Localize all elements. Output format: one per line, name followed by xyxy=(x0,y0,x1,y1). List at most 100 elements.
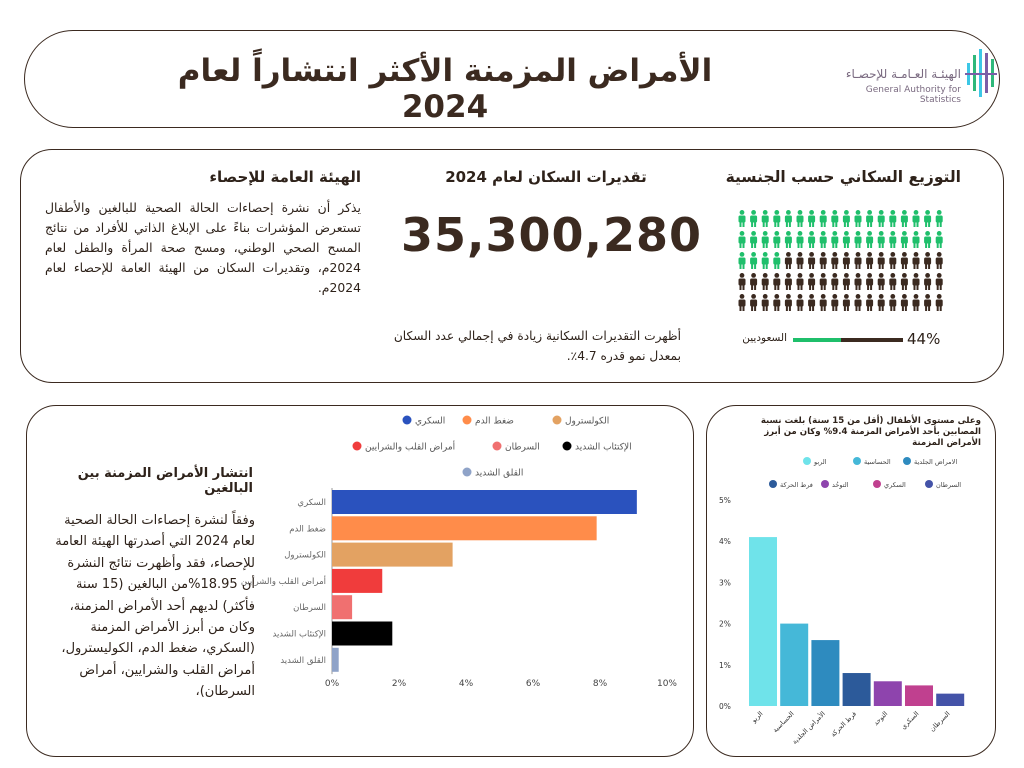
category-label: الكولسترول xyxy=(284,551,326,561)
legend-swatch xyxy=(352,441,362,451)
legend-swatch xyxy=(903,457,911,465)
y-tick-label: 5% xyxy=(719,496,731,505)
person-icon xyxy=(935,231,943,248)
person-icon xyxy=(796,252,804,269)
category-label: القلق الشديد xyxy=(280,656,326,666)
person-icon xyxy=(866,210,874,227)
legend-swatch xyxy=(462,415,472,425)
person-icon xyxy=(738,210,746,227)
person-icon xyxy=(750,252,758,269)
logo-english-text: General Authority for Statistics xyxy=(865,85,961,105)
person-icon xyxy=(877,231,885,248)
x-tick-label: 8% xyxy=(593,679,608,689)
person-icon xyxy=(831,273,839,290)
y-tick-label: 2% xyxy=(719,620,731,629)
person-icon xyxy=(738,231,746,248)
person-icon xyxy=(877,294,885,311)
person-icon xyxy=(935,294,943,311)
person-icon xyxy=(750,294,758,311)
page-title: الأمراض المزمنة الأكثر انتشاراً لعام 202… xyxy=(177,53,713,125)
legend-swatch xyxy=(853,457,861,465)
person-icon xyxy=(831,252,839,269)
saudi-share-fill xyxy=(793,338,842,342)
bar xyxy=(332,516,597,541)
category-label: أمراض القلب والشرايين xyxy=(241,575,326,587)
legend-swatch xyxy=(552,415,562,425)
person-icon xyxy=(796,231,804,248)
logo-mark-icon xyxy=(965,49,997,97)
legend-swatch xyxy=(821,480,829,488)
children-chronic-panel: الربو الحساسية الامراض الجلدية فرط الحركة ال… xyxy=(706,405,996,757)
category-label: الحساسية xyxy=(771,710,796,735)
person-icon xyxy=(738,273,746,290)
bar xyxy=(936,693,965,706)
person-icon xyxy=(761,210,769,227)
person-icon xyxy=(842,210,850,227)
nationality-heading: التوزيع السكاني حسب الجنسية xyxy=(725,168,961,186)
x-tick-label: 0% xyxy=(325,679,340,689)
legend-label: التوحُد xyxy=(832,481,849,489)
person-icon xyxy=(750,210,758,227)
legend-label: أمراض القلب والشرايين xyxy=(365,441,455,453)
person-icon xyxy=(796,210,804,227)
person-icon xyxy=(935,273,943,290)
person-icon xyxy=(900,273,908,290)
category-label: الربو xyxy=(749,710,764,725)
person-icon xyxy=(808,294,816,311)
y-tick-label: 0% xyxy=(719,702,731,711)
person-icon xyxy=(866,252,874,269)
person-icon xyxy=(819,210,827,227)
legend-swatch xyxy=(492,441,502,451)
person-icon xyxy=(866,231,874,248)
person-icon xyxy=(889,252,897,269)
category-label: السرطان xyxy=(293,603,326,613)
bar xyxy=(873,681,902,706)
person-icon xyxy=(796,273,804,290)
person-icon xyxy=(924,210,932,227)
category-label: فرط الحركة xyxy=(829,710,858,739)
bar xyxy=(749,537,777,706)
person-icon xyxy=(912,273,920,290)
gastat-logo: الهيئـة العـامـة للإحصـاء General Author… xyxy=(843,39,1003,119)
person-icon xyxy=(912,210,920,227)
person-icon xyxy=(738,294,746,311)
legend-label: السكري xyxy=(415,417,445,427)
person-icon xyxy=(808,231,816,248)
person-icon xyxy=(924,273,932,290)
person-icon xyxy=(912,252,920,269)
logo-arabic-text: الهيئـة العـامـة للإحصـاء xyxy=(845,67,961,81)
person-icon xyxy=(831,231,839,248)
person-icon xyxy=(819,294,827,311)
person-icon xyxy=(808,210,816,227)
person-icon xyxy=(889,231,897,248)
person-icon xyxy=(819,252,827,269)
person-icon xyxy=(912,294,920,311)
legend-swatch xyxy=(562,441,572,451)
legend-swatch xyxy=(925,480,933,488)
person-icon xyxy=(877,252,885,269)
person-icon xyxy=(831,210,839,227)
category-label: الأمراض الجلدية xyxy=(790,709,827,746)
person-icon xyxy=(900,294,908,311)
legend-label: الربو xyxy=(813,458,827,466)
population-growth-note: أظهرت التقديرات السكانية زيادة في إجمالي… xyxy=(393,329,681,363)
person-icon xyxy=(935,252,943,269)
person-icon xyxy=(773,231,781,248)
person-icon xyxy=(831,294,839,311)
person-icon xyxy=(761,252,769,269)
bar xyxy=(332,647,339,672)
category-label: السرطان xyxy=(928,710,952,734)
population-icon-grid xyxy=(738,210,943,311)
saudi-share-bar xyxy=(793,338,903,342)
bar xyxy=(332,490,637,514)
person-icon xyxy=(784,294,792,311)
legend-swatch xyxy=(402,415,412,425)
person-icon xyxy=(773,252,781,269)
person-icon xyxy=(842,273,850,290)
person-icon xyxy=(854,273,862,290)
bar xyxy=(780,623,809,706)
person-icon xyxy=(935,210,943,227)
population-heading: تقديرات السكان لعام 2024 xyxy=(445,168,647,186)
person-icon xyxy=(854,252,862,269)
person-icon xyxy=(866,294,874,311)
